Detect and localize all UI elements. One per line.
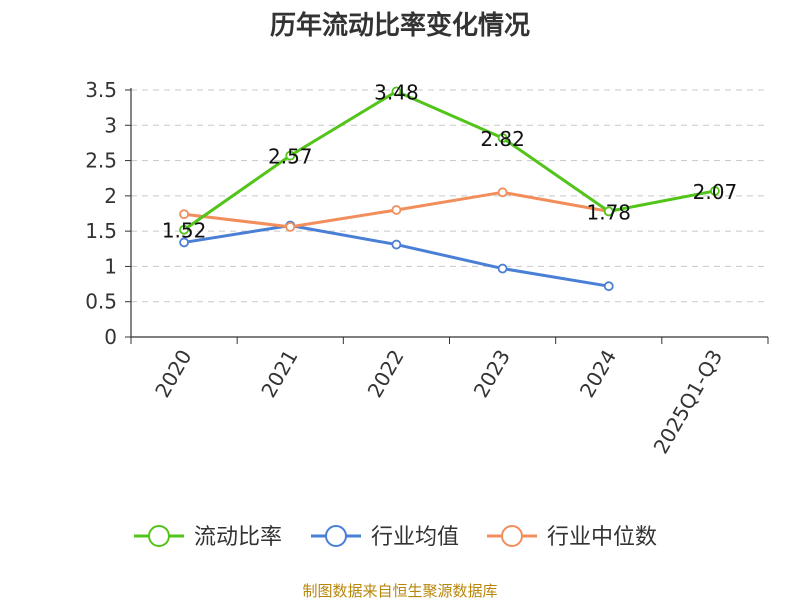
x-tick-label: 2020 bbox=[150, 346, 196, 402]
y-tick-label: 0 bbox=[104, 325, 117, 349]
data-label: 1.52 bbox=[162, 219, 207, 243]
x-tick-label: 2022 bbox=[363, 346, 409, 402]
data-point bbox=[179, 224, 189, 235]
legend: 流动比率 行业均值 行业中位数 bbox=[134, 525, 657, 550]
series-line bbox=[183, 89, 716, 231]
legend-label: 流动比率 bbox=[194, 525, 282, 550]
data-point bbox=[285, 150, 296, 161]
data-point bbox=[391, 205, 402, 215]
series-line bbox=[183, 223, 609, 288]
source-note: 制图数据来自恒生聚源数据库 bbox=[302, 582, 497, 600]
data-point bbox=[391, 86, 402, 97]
data-labels: 1.52 2.57 3.48 2.82 1.78 2.07 bbox=[162, 80, 737, 242]
data-label: 2.07 bbox=[693, 180, 738, 204]
data-point bbox=[603, 206, 614, 217]
data-label: 2.57 bbox=[268, 145, 313, 169]
data-point bbox=[497, 133, 508, 143]
legend-label: 行业中位数 bbox=[547, 525, 657, 550]
y-tick-label: 0.5 bbox=[85, 290, 117, 314]
data-point bbox=[391, 239, 402, 250]
legend-swatch-marker bbox=[501, 525, 523, 547]
data-point bbox=[179, 237, 189, 248]
data-point bbox=[285, 222, 296, 232]
data-point bbox=[710, 186, 720, 196]
chart-title: 历年流动比率变化情况 bbox=[270, 10, 530, 41]
data-label: 3.48 bbox=[374, 80, 419, 104]
series-layer bbox=[179, 86, 720, 292]
data-point bbox=[497, 263, 508, 274]
y-tick-label: 2 bbox=[104, 184, 117, 208]
legend-swatch-marker bbox=[148, 525, 170, 547]
legend-swatch-marker bbox=[325, 525, 347, 547]
y-tick-label: 3.5 bbox=[85, 78, 117, 102]
y-tick-label: 3 bbox=[104, 113, 117, 137]
x-tick-label: 2024 bbox=[575, 346, 621, 402]
x-tick-label: 2025Q1-Q3 bbox=[649, 346, 728, 458]
grid-lines bbox=[131, 89, 768, 303]
data-point bbox=[179, 209, 189, 220]
data-label: 2.82 bbox=[480, 127, 525, 151]
legend-label: 行业均值 bbox=[371, 525, 459, 550]
y-tick-label: 1 bbox=[104, 254, 117, 278]
y-tick-label: 1.5 bbox=[85, 219, 117, 243]
x-tick-label: 2021 bbox=[256, 346, 302, 402]
x-tick-label: 2023 bbox=[469, 346, 515, 402]
data-label: 1.78 bbox=[586, 200, 631, 224]
data-point bbox=[603, 281, 614, 292]
y-tick-label: 2.5 bbox=[85, 149, 117, 173]
data-point bbox=[497, 187, 508, 198]
